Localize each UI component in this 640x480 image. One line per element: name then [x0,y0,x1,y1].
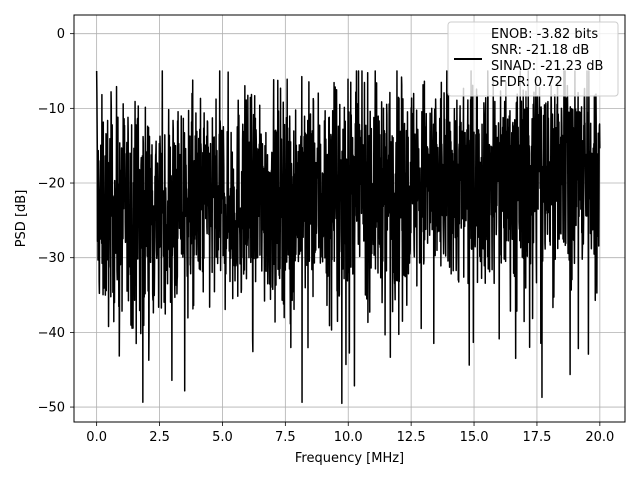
psd-trace [95,70,601,405]
x-tick-label: 0.0 [86,430,107,445]
plot-frame [73,14,626,423]
x-tick-label: 20.0 [585,430,614,445]
x-tick-label: 10.0 [334,430,363,445]
x-axis-label: Frequency [MHz] [295,451,404,466]
x-tick-label: 15.0 [460,430,489,445]
legend-box [447,21,619,97]
y-tick-label: −10 [38,102,65,117]
y-tick-label: −20 [38,177,65,192]
psd-series [95,70,601,405]
x-axis-ticks: 0.0 2.5 5.0 7.5 10.0 12.5 15.0 17.5 20.0 [86,422,614,445]
x-tick-label: 12.5 [397,430,426,445]
legend-entry-sinad: SINAD: -21.23 dB [491,59,603,74]
x-tick-label: 2.5 [149,430,170,445]
legend-entry-enob: ENOB: -3.82 bits [491,27,598,42]
x-tick-label: 17.5 [522,430,551,445]
y-tick-label: −30 [38,251,65,266]
y-tick-label: 0 [57,27,65,42]
legend: ENOB: -3.82 bits SNR: -21.18 dB SINAD: -… [447,21,619,97]
y-tick-label: −50 [38,401,65,416]
y-axis-ticks: 0 −10 −20 −30 −40 −50 [38,27,74,416]
x-tick-label: 5.0 [212,430,233,445]
legend-entry-sfdr: SFDR: 0.72 [491,75,563,90]
legend-entry-snr: SNR: -21.18 dB [491,43,589,58]
y-axis-label: PSD [dB] [14,190,29,248]
x-tick-label: 7.5 [275,430,296,445]
y-tick-label: −40 [38,326,65,341]
